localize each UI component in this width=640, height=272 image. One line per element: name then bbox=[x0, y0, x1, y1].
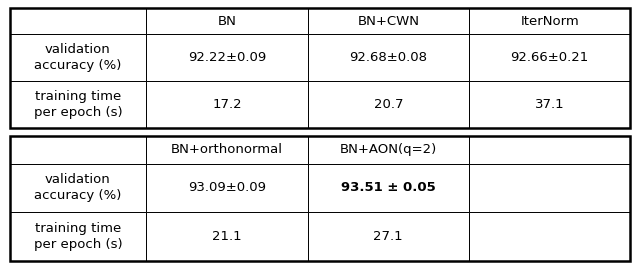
Text: validation
accuracy (%): validation accuracy (%) bbox=[34, 174, 122, 202]
Bar bbox=[10, 81, 146, 128]
Text: IterNorm: IterNorm bbox=[520, 15, 579, 28]
Text: 93.09±0.09: 93.09±0.09 bbox=[188, 181, 266, 194]
Bar bbox=[308, 163, 469, 212]
Text: 92.22±0.09: 92.22±0.09 bbox=[188, 51, 266, 64]
Text: validation
accuracy (%): validation accuracy (%) bbox=[34, 43, 122, 72]
Bar bbox=[469, 8, 630, 35]
Bar bbox=[10, 163, 146, 212]
Text: 20.7: 20.7 bbox=[374, 98, 403, 111]
Bar bbox=[10, 8, 146, 35]
Text: 92.66±0.21: 92.66±0.21 bbox=[511, 51, 589, 64]
Bar bbox=[469, 136, 630, 163]
Bar bbox=[469, 163, 630, 212]
Text: BN: BN bbox=[218, 15, 236, 28]
Bar bbox=[308, 35, 469, 81]
Bar bbox=[10, 136, 146, 163]
Text: training time
per epoch (s): training time per epoch (s) bbox=[33, 222, 122, 251]
Bar bbox=[308, 212, 469, 261]
Text: BN+orthonormal: BN+orthonormal bbox=[171, 143, 283, 156]
Bar bbox=[308, 8, 469, 35]
Bar bbox=[146, 163, 308, 212]
Bar bbox=[10, 136, 630, 261]
Bar bbox=[469, 35, 630, 81]
Bar bbox=[10, 35, 146, 81]
Text: 21.1: 21.1 bbox=[212, 230, 242, 243]
Bar bbox=[469, 212, 630, 261]
Bar bbox=[146, 35, 308, 81]
Bar bbox=[146, 136, 308, 163]
Text: 93.51 ± 0.05: 93.51 ± 0.05 bbox=[341, 181, 436, 194]
Bar bbox=[308, 136, 469, 163]
Bar bbox=[146, 8, 308, 35]
Text: 92.68±0.08: 92.68±0.08 bbox=[349, 51, 428, 64]
Text: 17.2: 17.2 bbox=[212, 98, 242, 111]
Text: training time
per epoch (s): training time per epoch (s) bbox=[33, 90, 122, 119]
Bar bbox=[10, 8, 630, 128]
Text: BN+CWN: BN+CWN bbox=[357, 15, 419, 28]
Text: 27.1: 27.1 bbox=[374, 230, 403, 243]
Text: 37.1: 37.1 bbox=[535, 98, 564, 111]
Bar bbox=[469, 81, 630, 128]
Text: BN+AON(q=2): BN+AON(q=2) bbox=[340, 143, 437, 156]
Bar bbox=[146, 81, 308, 128]
Bar bbox=[308, 81, 469, 128]
Bar bbox=[146, 212, 308, 261]
Bar bbox=[10, 212, 146, 261]
